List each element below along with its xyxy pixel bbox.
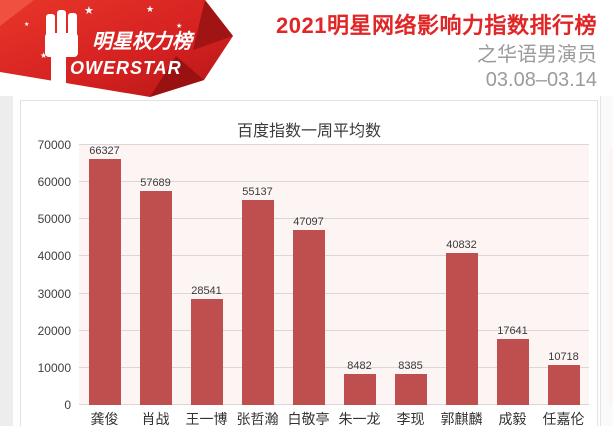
- bar-column: 28541: [181, 145, 232, 405]
- header-titles: 2021明星网络影响力指数排行榜 之华语男演员 03.08–03.14: [237, 12, 597, 93]
- bar-column: 8482: [334, 145, 385, 405]
- bar-column: 8385: [385, 145, 436, 405]
- bar[interactable]: [547, 365, 580, 405]
- chart-card: 百度指数一周平均数 0 10000 20000 30000 40000 50000 6000…: [20, 100, 598, 426]
- svg-text:★: ★: [84, 5, 94, 17]
- bar-value-label: 57689: [140, 176, 171, 189]
- bar-column: 55137: [232, 145, 283, 405]
- bar-value-label: 40832: [446, 239, 477, 252]
- page-title: 2021明星网络影响力指数排行榜: [276, 13, 597, 38]
- x-axis-label: 肖战: [141, 411, 170, 426]
- gridline: [79, 329, 589, 331]
- bar-column: 57689: [130, 145, 181, 405]
- svg-text:★: ★: [40, 51, 47, 60]
- x-axis-label: 成毅: [498, 411, 527, 426]
- gridline: [79, 404, 589, 405]
- logo-stars: ★ ★ ★ ★ ★: [24, 4, 182, 60]
- bar-value-label: 8482: [347, 359, 372, 372]
- bar-value-label: 8385: [398, 359, 423, 372]
- svg-text:★: ★: [146, 4, 154, 14]
- logo-brand-en: OWERSTAR: [70, 58, 182, 78]
- bar[interactable]: [343, 373, 376, 405]
- page-background-right: [600, 0, 613, 426]
- bar[interactable]: [496, 339, 529, 405]
- y-tick-label: 70000: [37, 138, 71, 152]
- bar[interactable]: [394, 373, 427, 405]
- chart-title: 百度指数一周平均数: [236, 123, 381, 140]
- bar-column: 40832: [436, 145, 487, 405]
- page-background-left: [0, 88, 13, 426]
- x-axis-label: 龚俊: [90, 411, 119, 426]
- x-axis-label: 张哲瀚: [236, 411, 279, 426]
- y-tick-label: 60000: [37, 175, 71, 190]
- x-axis-label: 王一博: [185, 411, 228, 426]
- x-axis-label: 白敬亭: [287, 411, 330, 426]
- svg-text:★: ★: [24, 21, 29, 28]
- gridline: [79, 218, 589, 220]
- header: ★ ★ ★ ★ ★ 明星权力榜 OWERSTAR 2021明星网络影响力指数排行…: [0, 0, 613, 97]
- bar-value-label: 10718: [548, 351, 579, 364]
- x-axis-label: 任嘉伦: [542, 411, 585, 426]
- bar-chart: 0 10000 20000 30000 40000 50000 60000 70000 663…: [21, 138, 597, 412]
- bar[interactable]: [241, 200, 274, 405]
- x-axis-label: 朱一龙: [338, 411, 381, 426]
- bar-value-label: 47097: [293, 216, 324, 229]
- gridline: [79, 366, 589, 368]
- powerstar-logo: ★ ★ ★ ★ ★ 明星权力榜 OWERSTAR: [0, 0, 233, 97]
- bar-value-label: 17641: [497, 325, 528, 338]
- svg-text:★: ★: [176, 22, 182, 30]
- bar-value-label: 28541: [191, 285, 222, 297]
- y-tick-label: 40000: [37, 249, 71, 264]
- bar-column: 10718: [538, 145, 589, 405]
- bar-column: 47097: [283, 145, 334, 405]
- bar[interactable]: [139, 190, 172, 405]
- gridline: [79, 144, 589, 145]
- bar-column: 66327: [79, 145, 130, 405]
- bars: 66327 57689 28541 55137 47097 8482 8385 40832 17…: [79, 145, 589, 405]
- adjacent-chart-sliver: [609, 148, 613, 406]
- y-tick-label: 30000: [37, 286, 71, 301]
- y-tick-label: 0: [64, 398, 71, 412]
- fist-icon: [45, 10, 78, 84]
- bar[interactable]: [445, 253, 478, 405]
- y-axis: 0 10000 20000 30000 40000 50000 60000 70000: [21, 138, 79, 412]
- bar[interactable]: [190, 299, 223, 405]
- x-axis-label: 李现: [396, 411, 425, 426]
- y-tick-label: 20000: [37, 323, 71, 338]
- logo-brand-cn: 明星权力榜: [92, 30, 195, 53]
- gridline: [79, 292, 589, 294]
- y-tick-label: 10000: [37, 360, 71, 375]
- bar[interactable]: [88, 159, 121, 405]
- y-tick-label: 50000: [37, 212, 71, 227]
- gridline: [79, 181, 589, 183]
- bar-value-label: 55137: [242, 186, 273, 199]
- bar[interactable]: [292, 230, 325, 405]
- bar-column: 17641: [487, 145, 538, 405]
- date-range: 03.08–03.14: [485, 69, 597, 91]
- bar-value-label: 66327: [89, 145, 120, 157]
- x-axis-labels: 龚俊 肖战 王一博 张哲瀚 白敬亭 朱一龙 李现 郭麒麟 成毅 任嘉伦: [79, 405, 589, 426]
- gridline: [79, 255, 589, 257]
- page-subtitle: 之华语男演员: [477, 44, 597, 66]
- plot-region: 66327 57689 28541 55137 47097 8482 8385 40832 17…: [79, 144, 589, 405]
- x-axis-label: 郭麒麟: [440, 411, 483, 426]
